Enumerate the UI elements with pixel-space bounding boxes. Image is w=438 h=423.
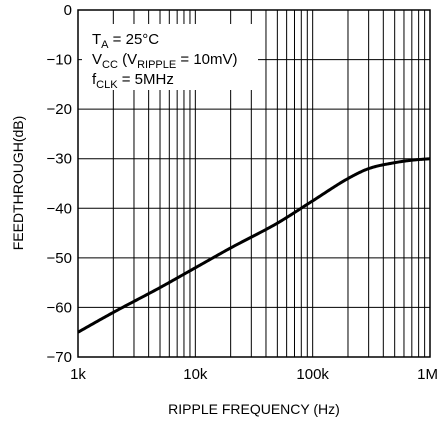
- x-tick-label: 1k: [70, 366, 86, 383]
- annotation-line-fclk: fCLK = 5MHz: [92, 71, 174, 91]
- y-axis-title: FEEDTHROUGH(dB): [10, 116, 26, 251]
- y-tick-label: −50: [47, 250, 72, 267]
- feedthrough-curve: [77, 157, 431, 334]
- annotation-line-ta: TA = 25°C: [92, 31, 159, 51]
- y-tick-label: 0: [64, 2, 72, 19]
- series-layer: [77, 157, 431, 334]
- y-tick-labels: 0 −10 −20 −30 −40 −50 −60 −70: [47, 2, 72, 366]
- y-tick-label: −70: [47, 349, 72, 366]
- annotation-block: TA = 25°C VCC (VRIPPLE = 10mV) fCLK = 5M…: [92, 31, 238, 91]
- y-tick-label: −30: [47, 151, 72, 168]
- y-tick-label: −60: [47, 299, 72, 316]
- x-tick-label: 10k: [183, 366, 208, 383]
- y-tick-label: −20: [47, 101, 72, 118]
- annotation-line-vcc: VCC (VRIPPLE = 10mV): [92, 51, 238, 71]
- y-tick-label: −10: [47, 52, 72, 69]
- x-axis-title: RIPPLE FREQUENCY (Hz): [168, 401, 340, 417]
- annotation-box: [82, 24, 258, 90]
- x-tick-label: 1M: [417, 366, 438, 383]
- y-tick-label: −40: [47, 200, 72, 217]
- x-tick-label: 100k: [296, 366, 329, 383]
- x-tick-labels: 1k 10k 100k 1M: [70, 366, 438, 383]
- plot-frame: [77, 9, 431, 358]
